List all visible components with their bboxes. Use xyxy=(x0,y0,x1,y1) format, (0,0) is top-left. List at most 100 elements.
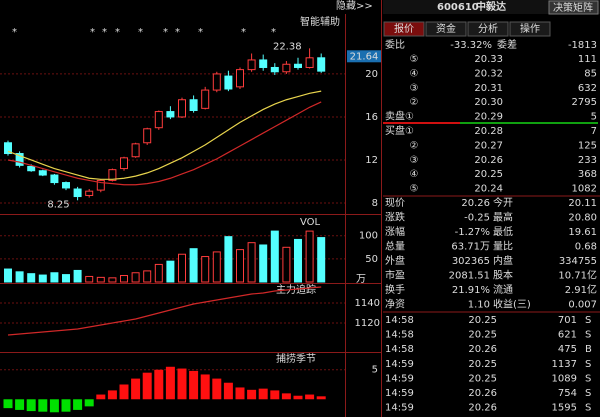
tick-price: 20.25 xyxy=(468,330,497,341)
hide-button[interactable]: 隐藏>> xyxy=(336,0,373,12)
season-title: 捕捞季节 xyxy=(276,352,316,365)
candle-body xyxy=(143,128,152,144)
candle-body xyxy=(166,111,175,118)
candle-body xyxy=(305,57,314,68)
season-bar xyxy=(223,382,233,400)
ratio-label: 委差 xyxy=(497,38,517,51)
candle-body xyxy=(201,89,210,109)
tab-label[interactable]: 资金 xyxy=(436,22,456,35)
stat-label: 流通 xyxy=(493,283,513,296)
book-price: 20.30 xyxy=(474,97,503,108)
stat-label: 最高 xyxy=(493,211,513,224)
book-label: 卖盘① xyxy=(385,110,414,123)
season-bar xyxy=(107,390,117,400)
season-bar xyxy=(293,395,303,400)
volume-bar xyxy=(96,276,105,283)
tick-time: 14:59 xyxy=(385,373,414,384)
volume-bar xyxy=(212,251,221,283)
tick-price: 20.25 xyxy=(468,315,497,326)
stat-value: 63.71万 xyxy=(451,242,490,253)
candle-body xyxy=(270,66,279,73)
volume-bar xyxy=(224,236,233,283)
star: * xyxy=(102,27,107,38)
stat-label: 涨跌 xyxy=(385,211,405,224)
y-tick-label: 1120 xyxy=(355,318,380,329)
stat-value: 2.91亿 xyxy=(565,283,597,296)
y-tick-label: 100 xyxy=(359,231,378,242)
season-bar xyxy=(305,394,315,400)
season-bar xyxy=(15,399,25,410)
season-bar xyxy=(316,396,326,400)
book-label: ② xyxy=(410,140,419,151)
book-volume: 5 xyxy=(591,112,597,123)
tick-time: 14:59 xyxy=(385,359,414,370)
tab[interactable] xyxy=(467,21,509,37)
stock-code: 600610 xyxy=(437,2,479,13)
volume-bar xyxy=(178,253,186,283)
volume-bar xyxy=(236,249,244,283)
season-bar xyxy=(235,387,245,400)
candle-body xyxy=(38,170,47,176)
stat-value: -1.27% xyxy=(455,227,490,238)
tab[interactable] xyxy=(383,21,425,37)
candle-body xyxy=(108,169,117,181)
star: * xyxy=(115,27,120,38)
tick-time: 14:59 xyxy=(385,403,414,414)
matrix-button[interactable] xyxy=(548,0,599,15)
stat-label: 总量 xyxy=(385,240,405,253)
stat-value: -0.25 xyxy=(464,213,490,224)
season-bar xyxy=(119,384,129,400)
volume-bar xyxy=(189,248,198,283)
season-bar xyxy=(200,374,210,400)
tick-side: S xyxy=(585,403,591,414)
stat-label: 今开 xyxy=(493,196,513,209)
volume-bar xyxy=(131,272,140,283)
book-label: ② xyxy=(410,97,419,108)
candle-body xyxy=(236,69,244,88)
tab[interactable] xyxy=(509,21,551,37)
candle-body xyxy=(85,190,94,196)
assist-label[interactable]: 智能辅助 xyxy=(300,15,340,28)
book-volume: 1082 xyxy=(572,184,597,195)
tick-volume: 1089 xyxy=(552,373,577,384)
star: * xyxy=(163,27,168,38)
tick-side: S xyxy=(585,388,591,399)
season-bar xyxy=(281,393,291,400)
star: * xyxy=(271,27,276,38)
season-bar xyxy=(61,399,71,412)
stat-value: 1.10 xyxy=(468,300,490,311)
tab[interactable] xyxy=(425,21,467,37)
candle-body xyxy=(4,142,12,155)
star: * xyxy=(198,27,203,38)
book-price: 20.25 xyxy=(474,169,503,180)
tab-label[interactable]: 报价 xyxy=(394,22,414,35)
star: * xyxy=(12,27,17,38)
ratio-value: -1813 xyxy=(568,40,597,51)
stat-label: 股本 xyxy=(493,269,513,282)
candle-body xyxy=(282,63,291,73)
candle-body xyxy=(259,59,268,68)
stat-value: 20.11 xyxy=(568,198,597,209)
volume-bar xyxy=(15,271,24,283)
stat-label: 涨幅 xyxy=(385,225,405,238)
tick-price: 20.25 xyxy=(468,373,497,384)
candle-body xyxy=(178,99,186,118)
cursor-price-box xyxy=(347,50,381,63)
volume-bar xyxy=(85,275,94,283)
book-price: 20.32 xyxy=(474,68,503,79)
matrix-button-label[interactable]: 决策矩阵 xyxy=(553,1,593,14)
book-label: ⑤ xyxy=(410,54,419,65)
tab-label[interactable]: 分析 xyxy=(478,22,498,35)
tab-label[interactable]: 操作 xyxy=(520,22,540,35)
stat-value: 334755 xyxy=(559,256,597,267)
tick-volume: 475 xyxy=(558,344,577,355)
y-tick-label: 1140 xyxy=(355,298,380,309)
stat-label: 内盘 xyxy=(493,254,513,267)
tick-time: 14:58 xyxy=(385,344,414,355)
candle-body xyxy=(247,59,256,71)
volume-bar xyxy=(166,260,175,283)
season-bar xyxy=(3,399,13,409)
cursor-price: 21.64 xyxy=(350,51,379,62)
volume-bar xyxy=(247,242,256,283)
